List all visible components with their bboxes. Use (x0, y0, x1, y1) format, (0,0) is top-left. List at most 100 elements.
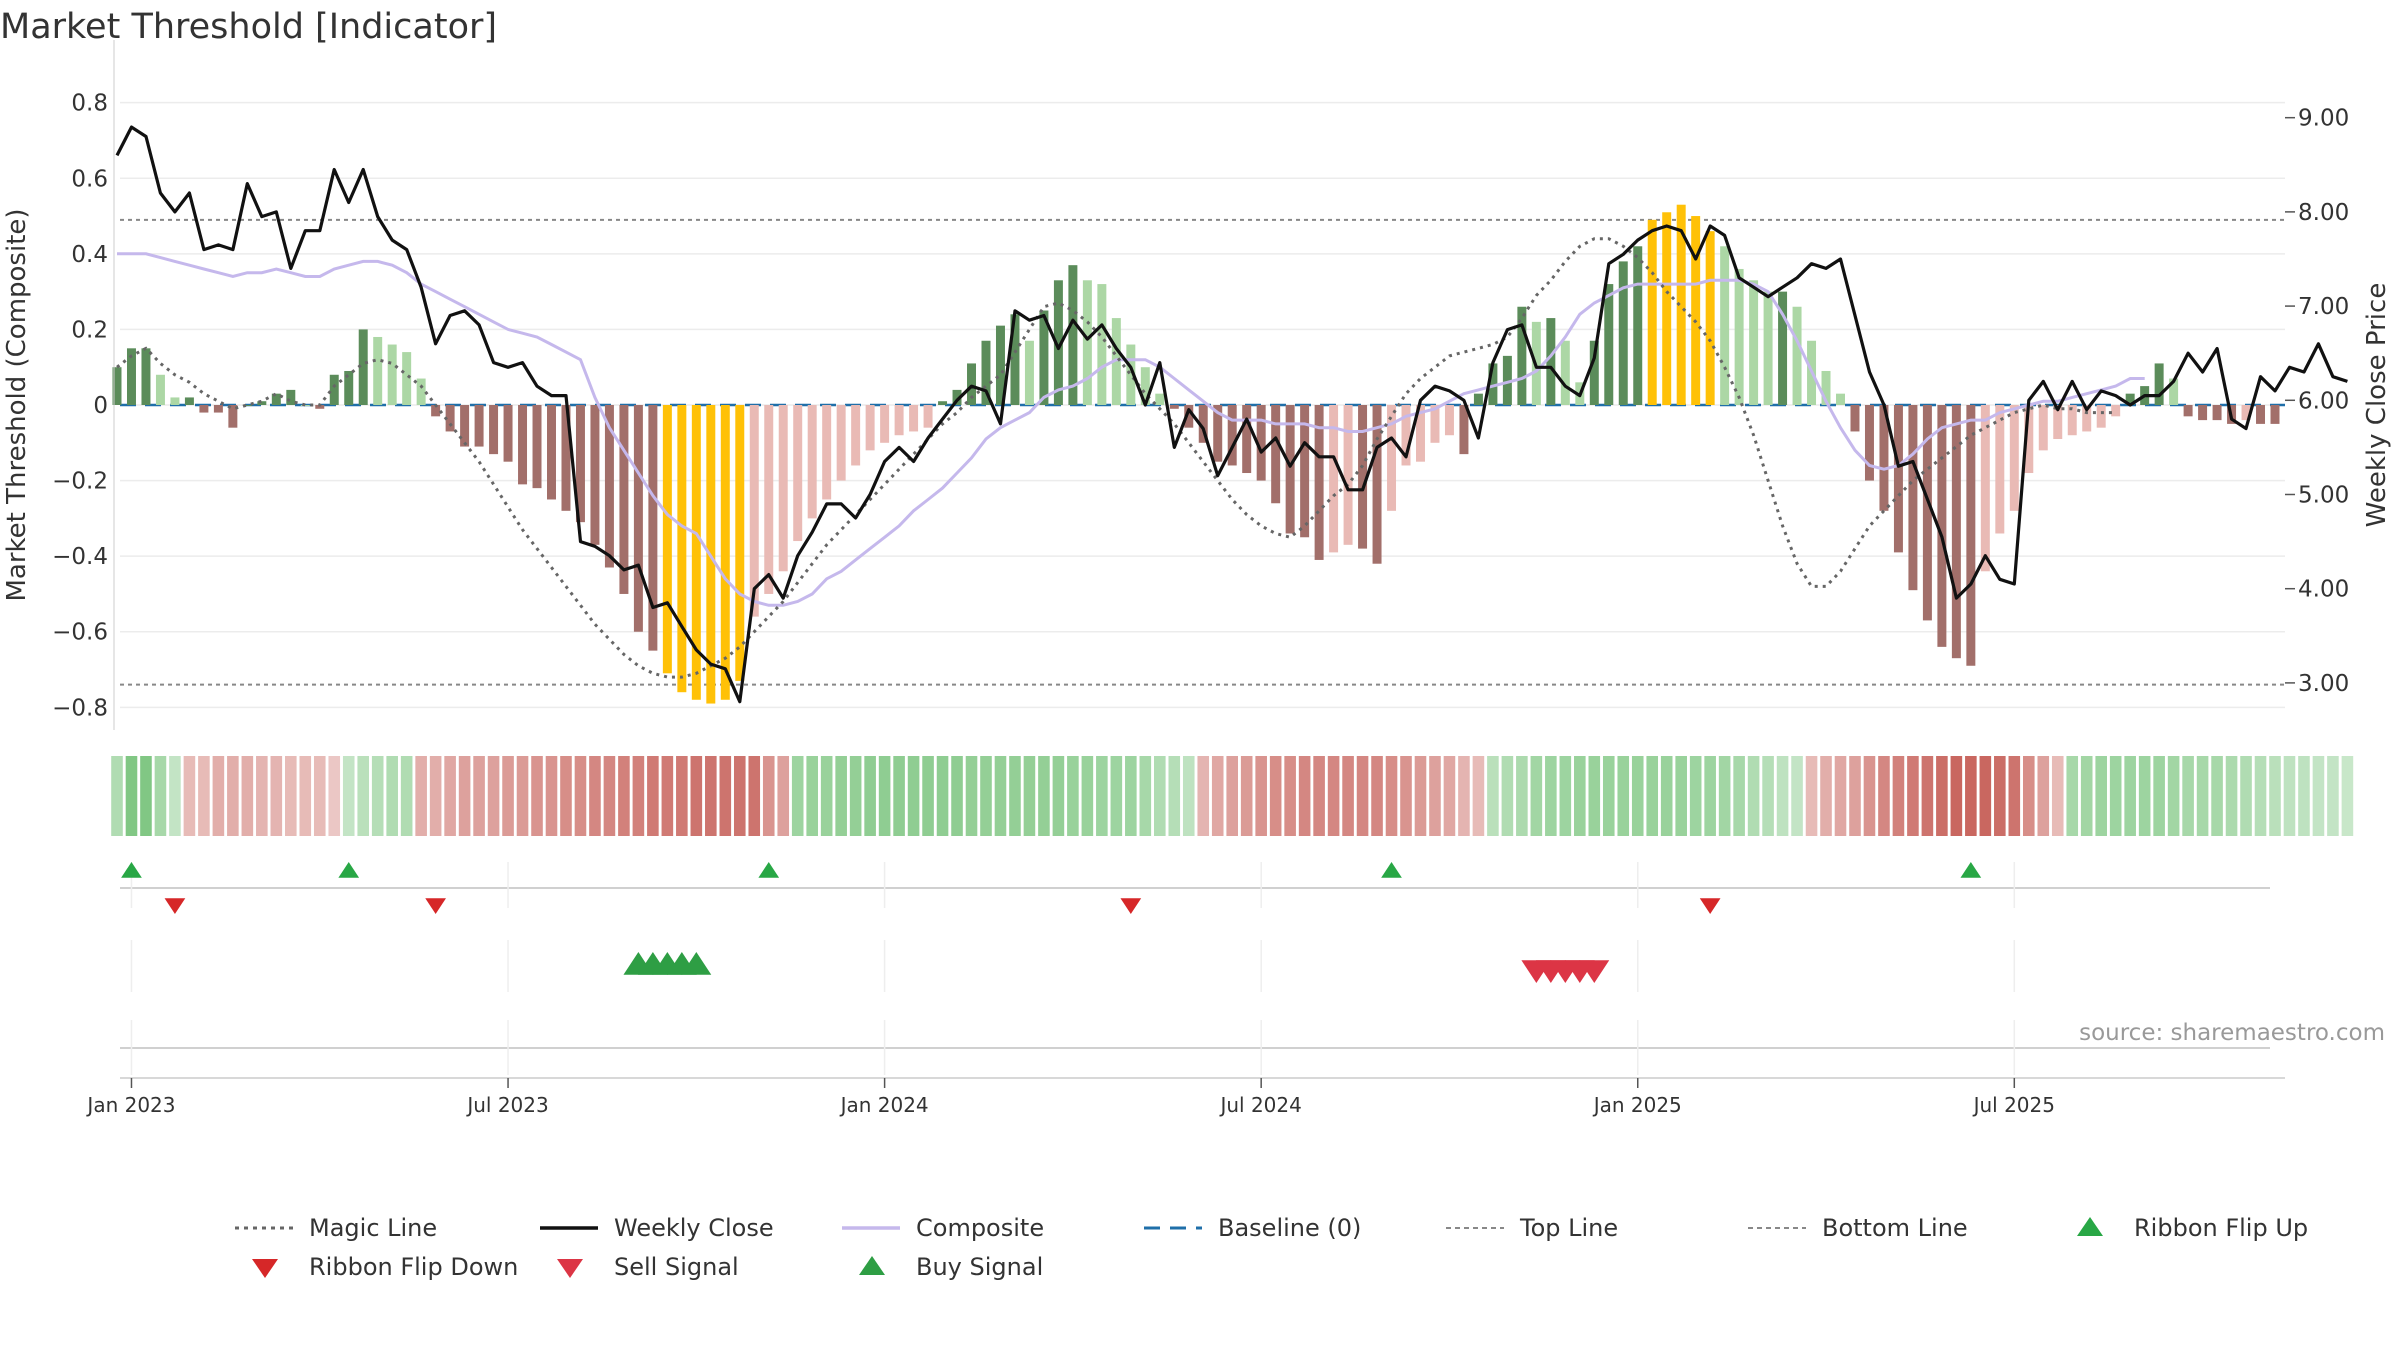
ribbon-flip-up-marker (1960, 862, 1982, 878)
ribbon-segment (2022, 756, 2035, 836)
histogram-bar (604, 405, 614, 568)
ribbon-segment (444, 756, 456, 836)
ribbon-segment (1023, 756, 1036, 836)
histogram-bar (2082, 405, 2092, 432)
histogram-bar (1387, 405, 1397, 511)
histogram-bar (1734, 268, 1744, 405)
x-tick-label: Jan 2024 (839, 1093, 929, 1117)
ribbon-segment (849, 756, 862, 836)
histogram-bar (1560, 340, 1570, 405)
legend-label: Composite (916, 1214, 1044, 1242)
ribbon-segment (270, 756, 283, 836)
histogram-bar (1184, 405, 1194, 428)
ribbon-segment (169, 756, 181, 836)
ribbon-segment (1675, 756, 1687, 836)
ribbon-segment (1255, 756, 1267, 836)
ribbon-segment (574, 756, 587, 836)
ribbon-segment (1472, 756, 1485, 836)
ribbon-segment (632, 756, 645, 836)
composite-line (117, 252, 2145, 607)
histogram-bar (1169, 405, 1179, 409)
ribbon-segment (313, 756, 326, 836)
signal-rows (120, 862, 2285, 1079)
histogram-bar (1893, 405, 1903, 553)
y-axis-label-right: Weekly Close Price (2362, 283, 2392, 528)
y-tick-label: −0.2 (52, 469, 108, 495)
histogram-bar (1213, 405, 1223, 462)
histogram-bar (2009, 405, 2019, 511)
ribbon-segment (1965, 756, 1977, 836)
ribbon-segment (1892, 756, 1905, 836)
histogram-bar (1068, 265, 1078, 405)
ribbon-segment (965, 756, 978, 836)
histogram-bar (894, 405, 904, 436)
ribbon-segment (2254, 756, 2267, 836)
ribbon-segment (1038, 756, 1050, 836)
ribbon-segment (2124, 756, 2136, 836)
ribbon-segment (2240, 756, 2252, 836)
x-tick-label: Jul 2024 (1218, 1093, 1301, 1117)
histogram-bar (1546, 318, 1556, 405)
ribbon-segment (299, 756, 312, 836)
ribbon-segment (835, 756, 847, 836)
y-tick-label: 0.4 (71, 242, 108, 268)
histogram-bar (1633, 246, 1643, 405)
histogram-bar (1778, 291, 1788, 405)
ribbon-segment (647, 756, 659, 836)
y-tick-label: −0.6 (52, 620, 108, 646)
ribbon-strip (111, 756, 2354, 836)
ribbon-segment (1298, 756, 1311, 836)
legend-swatch (557, 1259, 583, 1278)
legend-label: Bottom Line (1822, 1214, 1968, 1242)
histogram-bar (1097, 284, 1107, 405)
ribbon-segment (1588, 756, 1601, 836)
histogram-bar (793, 405, 803, 542)
histogram-bar (1922, 405, 1932, 621)
ribbon-segment (1834, 756, 1847, 836)
histogram-bar (489, 405, 499, 455)
histogram-bar (2270, 405, 2280, 424)
ribbon-segment (1342, 756, 1354, 836)
histogram-bar (300, 405, 310, 406)
ribbon-segment (212, 756, 225, 836)
ribbon-segment (154, 756, 167, 836)
ribbon-segment (980, 756, 992, 836)
histogram-bar (561, 405, 571, 511)
ribbon-segment (936, 756, 949, 836)
legend: Magic Line Weekly Close Composite Baseline … (235, 1214, 2308, 1281)
ribbon-segment (183, 756, 196, 836)
ribbon-segment (125, 756, 138, 836)
legend-label: Ribbon Flip Down (309, 1253, 518, 1281)
ribbon-segment (864, 756, 876, 836)
legend-swatch (859, 1256, 885, 1275)
histogram-bar (851, 405, 861, 466)
histogram-bar (677, 405, 687, 693)
ribbon-segment (1168, 756, 1181, 836)
histogram-bar (1676, 204, 1686, 405)
buy-signal-marker (681, 952, 712, 975)
ribbon-segment (1516, 756, 1528, 836)
histogram-bar (445, 405, 455, 432)
ribbon-segment (1356, 756, 1369, 836)
histogram-bar (1198, 405, 1208, 443)
ribbon-segment (1704, 756, 1716, 836)
ribbon-segment (661, 756, 674, 836)
ribbon-segment (806, 756, 818, 836)
histogram-bar (1864, 405, 1874, 481)
histogram-bar (2024, 405, 2034, 474)
histogram-bar (1951, 405, 1961, 659)
ribbon-segment (285, 756, 297, 836)
chart-title: Market Threshold [Indicator] (0, 7, 497, 47)
ribbon-segment (1385, 756, 1398, 836)
histogram-bar (575, 405, 585, 523)
ribbon-segment (1284, 756, 1296, 836)
histogram-bar (2169, 378, 2179, 405)
histogram-bar (633, 405, 643, 632)
histogram-bar (126, 348, 136, 405)
histogram-bar (967, 363, 976, 405)
y2-tick-label: 7.00 (2298, 294, 2349, 320)
ribbon-segment (994, 756, 1007, 836)
histogram-bar (2198, 405, 2208, 421)
histogram-bar (1836, 393, 1845, 405)
histogram-bar (1691, 216, 1701, 405)
